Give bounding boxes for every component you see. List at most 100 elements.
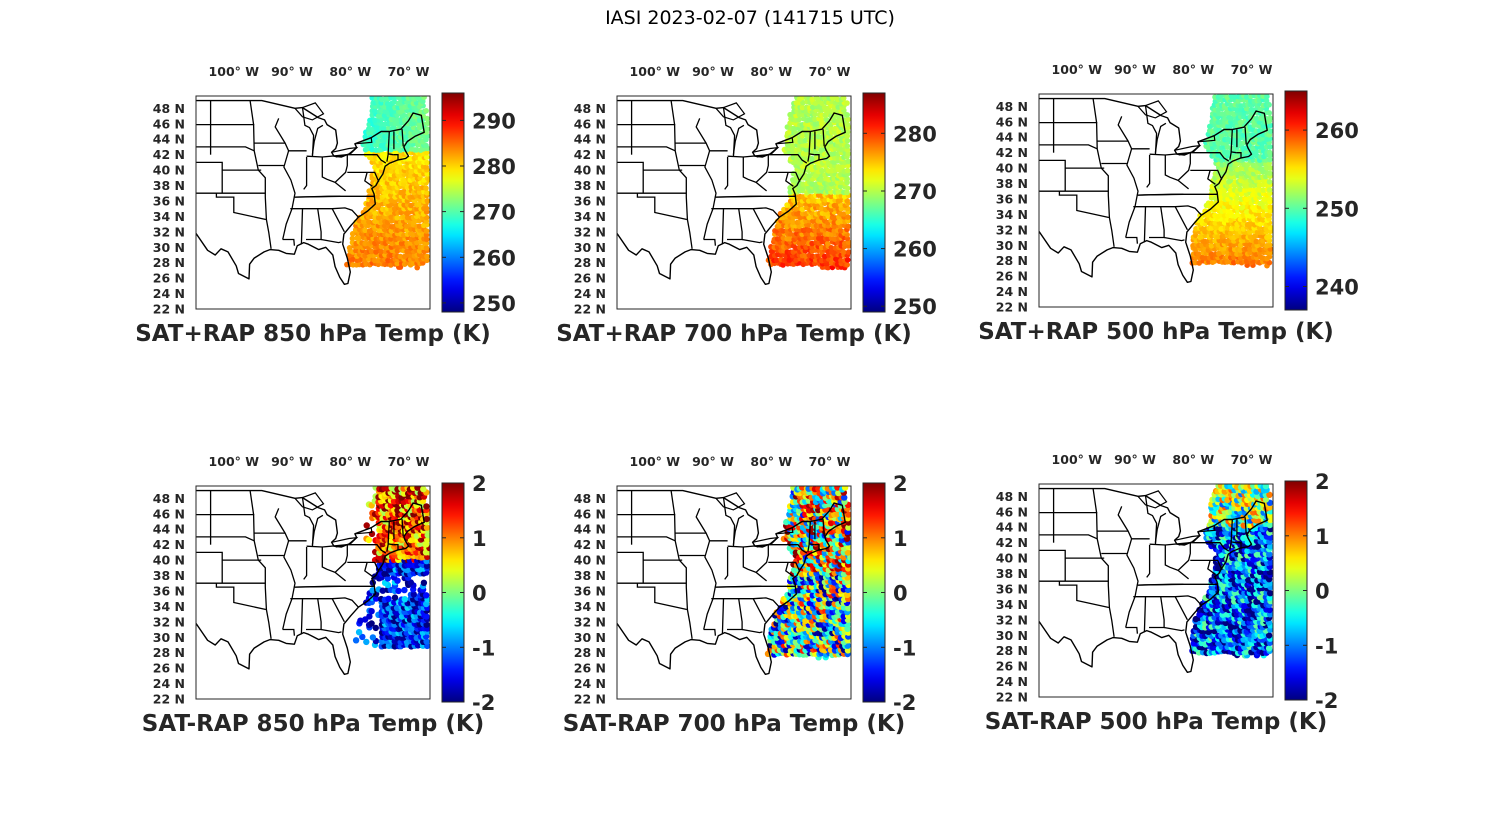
figure-title: IASI 2023-02-07 (141715 UTC) <box>0 7 1500 29</box>
data-point <box>426 177 432 183</box>
lat-tick-label: 34 N <box>996 207 1028 222</box>
data-point <box>1264 94 1270 100</box>
colorbar-tick-label: 270 <box>472 201 516 225</box>
lon-tick-label: 80° W <box>750 64 792 79</box>
lat-tick-label: 22 N <box>996 300 1028 315</box>
data-point <box>844 100 850 106</box>
colorbar-tick-label: 250 <box>472 292 516 316</box>
data-point <box>1267 204 1273 210</box>
data-point <box>424 245 430 251</box>
data-point <box>368 620 374 626</box>
data-point <box>423 185 429 191</box>
lat-tick-label: 24 N <box>574 286 606 301</box>
lat-tick-label: 42 N <box>153 537 185 552</box>
lat-tick-label: 46 N <box>996 114 1028 129</box>
data-point <box>1267 179 1273 185</box>
lon-tick-label: 90° W <box>271 454 313 469</box>
lat-tick-label: 34 N <box>574 599 606 614</box>
data-point <box>368 608 374 614</box>
lat-tick-label: 26 N <box>153 661 185 676</box>
data-point <box>356 629 362 635</box>
data-point <box>1267 110 1273 116</box>
data-point <box>423 592 429 598</box>
lat-tick-label: 48 N <box>996 99 1028 114</box>
colorbar-tick-label: 0 <box>472 582 487 606</box>
colorbar-tick-label: 260 <box>1315 119 1359 143</box>
lon-tick-label: 90° W <box>692 64 734 79</box>
lat-tick-label: 28 N <box>153 255 185 270</box>
lat-tick-label: 46 N <box>153 116 185 131</box>
lat-tick-label: 28 N <box>153 645 185 660</box>
data-point <box>845 224 851 230</box>
data-point <box>421 580 427 586</box>
lat-tick-label: 40 N <box>153 553 185 568</box>
lat-tick-label: 42 N <box>574 537 606 552</box>
lat-tick-label: 32 N <box>153 224 185 239</box>
lon-tick-label: 80° W <box>329 454 371 469</box>
data-point <box>1267 187 1273 193</box>
colorbar-tick-label: 280 <box>893 122 937 146</box>
data-point <box>424 160 430 166</box>
lon-tick-label: 100° W <box>1052 62 1103 77</box>
lon-tick-label: 100° W <box>209 64 260 79</box>
lat-tick-label: 46 N <box>153 506 185 521</box>
data-point <box>424 126 430 132</box>
colorbar-tick-label: 250 <box>893 295 937 319</box>
lat-tick-label: 32 N <box>153 614 185 629</box>
lon-tick-label: 70° W <box>809 454 851 469</box>
panel-title: SAT+RAP 850 hPa Temp (K) <box>135 321 491 347</box>
lat-tick-label: 26 N <box>574 661 606 676</box>
lat-tick-label: 34 N <box>153 599 185 614</box>
lat-tick-label: 22 N <box>574 692 606 707</box>
data-point <box>844 112 850 118</box>
lat-tick-label: 48 N <box>153 101 185 116</box>
colorbar-tick-label: 270 <box>893 180 937 204</box>
colorbar-tick-label: 240 <box>1315 276 1359 300</box>
data-point <box>841 249 847 255</box>
lat-tick-label: 42 N <box>996 145 1028 160</box>
lon-tick-label: 70° W <box>809 64 851 79</box>
data-point <box>845 143 851 149</box>
data-point <box>424 254 430 260</box>
lat-tick-label: 36 N <box>996 192 1028 207</box>
lat-tick-label: 44 N <box>153 132 185 147</box>
lon-tick-label: 90° W <box>692 454 734 469</box>
data-point <box>1199 218 1205 224</box>
lat-tick-label: 42 N <box>153 147 185 162</box>
lat-tick-label: 38 N <box>996 176 1028 191</box>
colorbar-tick-label: 2 <box>472 472 487 496</box>
lat-tick-label: 36 N <box>574 584 606 599</box>
colorbar <box>863 93 885 312</box>
data-point <box>424 228 430 234</box>
lat-tick-label: 28 N <box>574 645 606 660</box>
lat-tick-label: 32 N <box>996 222 1028 237</box>
lat-tick-label: 24 N <box>574 676 606 691</box>
colorbar <box>442 93 464 312</box>
colorbar-tick-label: 2 <box>893 472 908 496</box>
lat-tick-label: 40 N <box>153 163 185 178</box>
data-point <box>401 587 407 593</box>
colorbar-tick-label: 0 <box>893 582 908 606</box>
lat-tick-label: 48 N <box>574 101 606 116</box>
panel-title: SAT-RAP 700 hPa Temp (K) <box>563 711 905 737</box>
lat-tick-label: 26 N <box>574 271 606 286</box>
lon-tick-label: 100° W <box>630 64 681 79</box>
lon-tick-label: 80° W <box>1172 62 1214 77</box>
colorbar-tick-label: 260 <box>893 238 937 262</box>
lat-tick-label: 32 N <box>574 614 606 629</box>
lon-tick-label: 80° W <box>329 64 371 79</box>
data-point <box>402 596 408 602</box>
lon-tick-label: 100° W <box>209 454 260 469</box>
data-point <box>420 486 426 492</box>
lat-tick-label: 22 N <box>153 302 185 317</box>
lat-tick-label: 24 N <box>153 676 185 691</box>
data-point <box>364 522 370 528</box>
lat-tick-label: 26 N <box>996 269 1028 284</box>
colorbar-tick-label: -1 <box>893 636 916 660</box>
lat-tick-label: 40 N <box>574 163 606 178</box>
colorbar-tick-label: 1 <box>893 527 908 551</box>
